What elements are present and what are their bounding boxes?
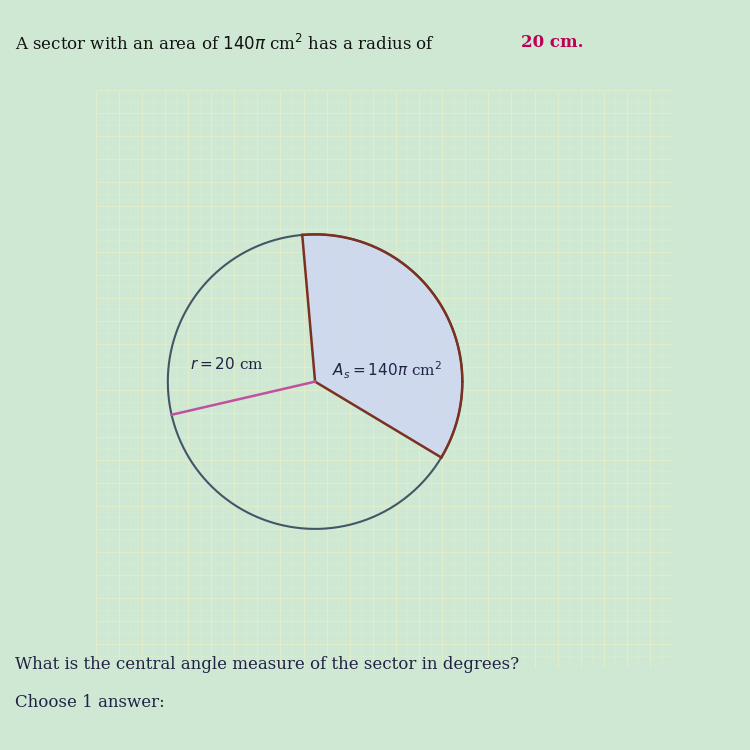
Text: A sector with an area of $140\pi$ cm$^2$ has a radius of: A sector with an area of $140\pi$ cm$^2$… <box>15 34 435 54</box>
Text: What is the central angle measure of the sector in degrees?: What is the central angle measure of the… <box>15 656 519 674</box>
Text: Choose 1 answer:: Choose 1 answer: <box>15 694 165 711</box>
Text: $r = 20$ cm: $r = 20$ cm <box>190 356 264 372</box>
Text: $A_s = 140\pi$ cm$^2$: $A_s = 140\pi$ cm$^2$ <box>332 359 442 381</box>
Polygon shape <box>302 235 462 458</box>
Text: 20 cm.: 20 cm. <box>521 34 584 51</box>
